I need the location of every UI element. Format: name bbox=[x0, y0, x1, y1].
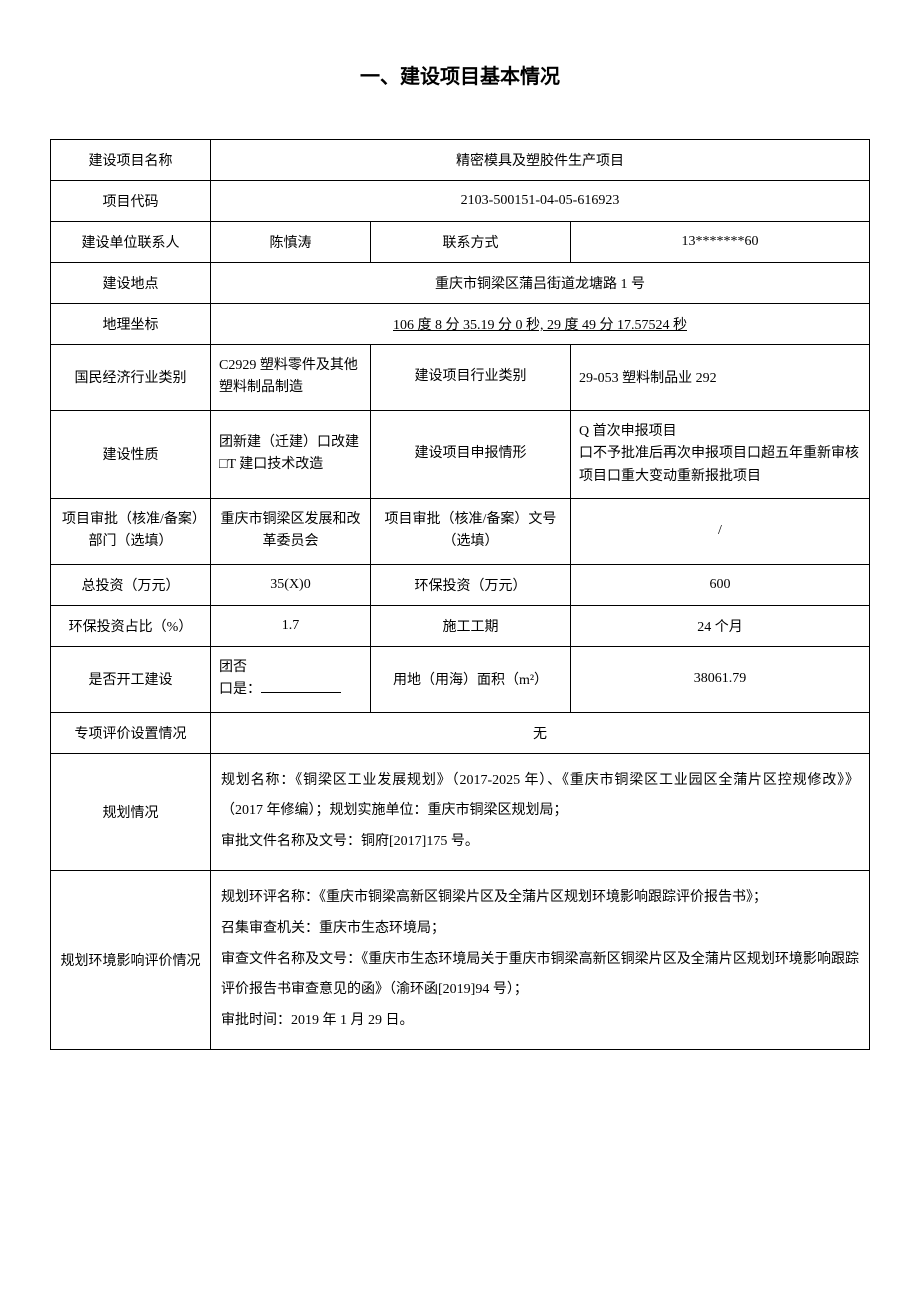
label-planning: 规划情况 bbox=[51, 753, 211, 870]
label-project-name: 建设项目名称 bbox=[51, 140, 211, 181]
value-approval-doc: / bbox=[571, 498, 870, 564]
label-location: 建设地点 bbox=[51, 263, 211, 304]
label-approval-dept: 项目审批（核准/备案）部门（选填） bbox=[51, 498, 211, 564]
label-project-code: 项目代码 bbox=[51, 181, 211, 222]
info-table: 建设项目名称 精密模具及塑胶件生产项目 项目代码 2103-500151-04-… bbox=[50, 139, 870, 1050]
value-economy-category: C2929 塑料零件及其他塑料制品制造 bbox=[211, 345, 371, 411]
value-env-ratio: 1.7 bbox=[211, 605, 371, 646]
label-industry-category: 建设项目行业类别 bbox=[371, 345, 571, 411]
label-coordinates: 地理坐标 bbox=[51, 304, 211, 345]
value-total-invest: 35(X)0 bbox=[211, 564, 371, 605]
value-planning: 规划名称：《铜梁区工业发展规划》（2017-2025 年）、《重庆市铜梁区工业园… bbox=[211, 753, 870, 870]
value-land-area: 38061.79 bbox=[571, 646, 870, 712]
label-declare-situation: 建设项目申报情形 bbox=[371, 410, 571, 498]
label-started: 是否开工建设 bbox=[51, 646, 211, 712]
page-title: 一、建设项目基本情况 bbox=[50, 60, 870, 89]
value-special-eval: 无 bbox=[211, 712, 870, 753]
value-contact-method: 13*******60 bbox=[571, 222, 870, 263]
value-duration: 24 个月 bbox=[571, 605, 870, 646]
value-coordinates: 106 度 8 分 35.19 分 0 秒, 29 度 49 分 17.5752… bbox=[211, 304, 870, 345]
label-total-invest: 总投资（万元） bbox=[51, 564, 211, 605]
value-declare-situation: Q 首次申报项目 口不予批准后再次申报项目口超五年重新审核项目口重大变动重新报批… bbox=[571, 410, 870, 498]
value-env-eval: 规划环评名称：《重庆市铜梁高新区铜梁片区及全蒲片区规划环境影响跟踪评价报告书》；… bbox=[211, 870, 870, 1049]
label-economy-category: 国民经济行业类别 bbox=[51, 345, 211, 411]
value-contact-person: 陈慎涛 bbox=[211, 222, 371, 263]
value-location: 重庆市铜梁区蒲吕街道龙塘路 1 号 bbox=[211, 263, 870, 304]
value-industry-category: 29-053 塑料制品业 292 bbox=[571, 345, 870, 411]
value-project-code: 2103-500151-04-05-616923 bbox=[211, 181, 870, 222]
label-land-area: 用地（用海）面积（m²） bbox=[371, 646, 571, 712]
label-env-ratio: 环保投资占比（%） bbox=[51, 605, 211, 646]
label-env-invest: 环保投资（万元） bbox=[371, 564, 571, 605]
value-build-nature: 团新建（迁建）口改建 □T 建口技术改造 bbox=[211, 410, 371, 498]
label-contact-method: 联系方式 bbox=[371, 222, 571, 263]
value-env-invest: 600 bbox=[571, 564, 870, 605]
label-env-eval: 规划环境影响评价情况 bbox=[51, 870, 211, 1049]
label-contact-person: 建设单位联系人 bbox=[51, 222, 211, 263]
label-duration: 施工工期 bbox=[371, 605, 571, 646]
label-special-eval: 专项评价设置情况 bbox=[51, 712, 211, 753]
value-started: 团否 口是： bbox=[211, 646, 371, 712]
label-build-nature: 建设性质 bbox=[51, 410, 211, 498]
value-project-name: 精密模具及塑胶件生产项目 bbox=[211, 140, 870, 181]
value-approval-dept: 重庆市铜梁区发展和改革委员会 bbox=[211, 498, 371, 564]
label-approval-doc: 项目审批（核准/备案）文号（选填） bbox=[371, 498, 571, 564]
